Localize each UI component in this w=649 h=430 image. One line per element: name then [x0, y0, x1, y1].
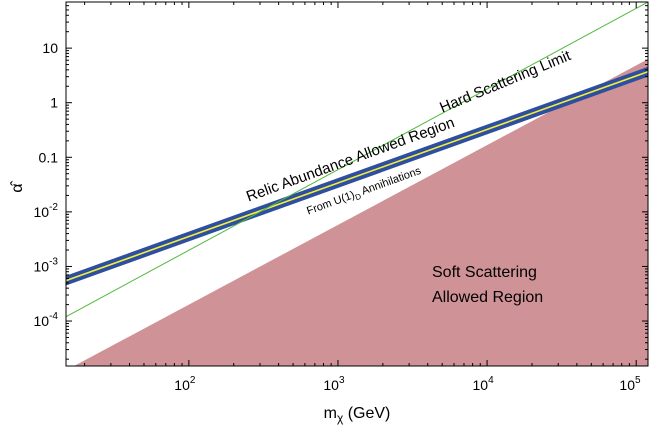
x-axis-label: mχ (GeV) [324, 405, 391, 425]
x-tick-label: 105 [619, 375, 641, 393]
tick-labels: 102 103 104 105 10 1 0.1 10-2 10-3 10-4 [34, 40, 641, 393]
relic-center-line [66, 70, 648, 282]
y-tick-label: 10-3 [34, 256, 59, 274]
y-tick-label: 10-4 [34, 311, 59, 329]
y-tick-label: 10 [42, 40, 58, 56]
y-tick-label: 1 [50, 95, 58, 111]
soft-scattering-region [74, 59, 648, 366]
y-axis-label: α̂ [9, 180, 26, 192]
x-tick-label: 104 [473, 375, 495, 393]
y-tick-label: 10-2 [34, 202, 59, 220]
hard-scattering-line [66, 2, 648, 318]
soft-scattering-label-2: Allowed Region [432, 289, 543, 306]
x-tick-label: 102 [174, 375, 196, 393]
plot-area [66, 2, 648, 366]
y-tick-label: 0.1 [39, 149, 59, 165]
plot-frame [65, 1, 649, 367]
ticks [66, 1, 648, 366]
x-tick-label: 103 [323, 375, 345, 393]
soft-scattering-label: Soft Scattering [432, 264, 537, 281]
